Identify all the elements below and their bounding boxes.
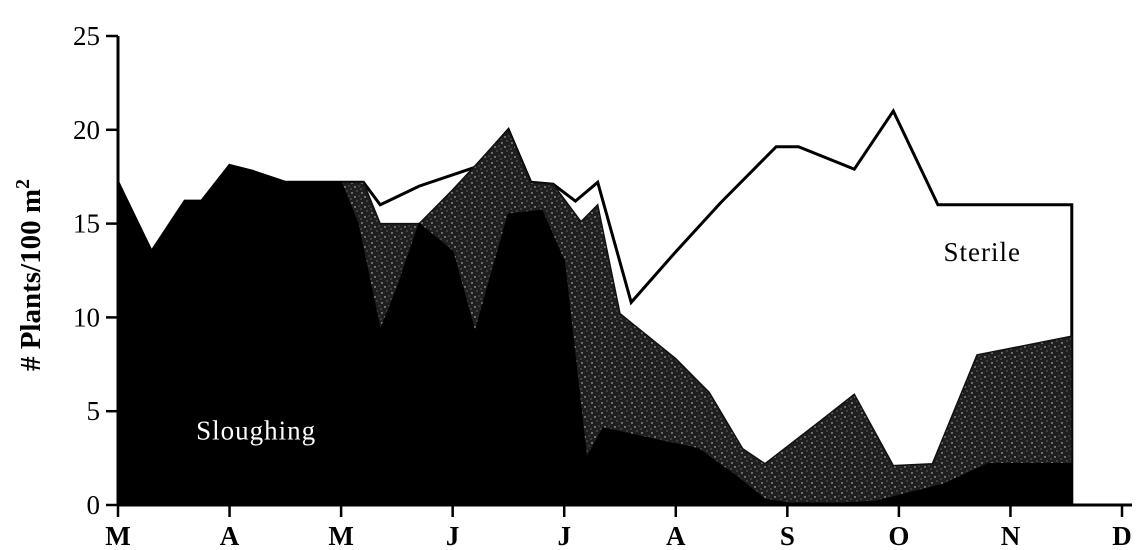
y-tick-label: 20 xyxy=(73,115,100,145)
x-tick-label: S xyxy=(780,521,795,550)
y-axis-label-superscript: 2 xyxy=(12,179,34,189)
y-axis-label-text: # Plants/100 m xyxy=(15,189,47,371)
axes: 0 5 10 15 20 25 M A M J J A S O N D xyxy=(73,21,1132,550)
series-layer xyxy=(116,107,1074,506)
y-ticks: 0 5 10 15 20 25 xyxy=(73,21,118,520)
x-tick-label: O xyxy=(888,521,909,550)
x-tick-label: N xyxy=(1001,521,1021,550)
x-tick-label: J xyxy=(446,521,460,550)
y-tick-label: 5 xyxy=(87,396,101,426)
series-sloughing-area xyxy=(117,164,1073,506)
x-tick-label: A xyxy=(220,521,240,550)
y-axis-label: # Plants/100 m2 xyxy=(12,179,47,371)
y-tick-label: 10 xyxy=(73,302,100,332)
x-tick-label: M xyxy=(105,521,130,550)
annotation-sloughing: Sloughing xyxy=(196,415,316,445)
x-tick-label: D xyxy=(1112,521,1132,550)
annotation-sterile: Sterile xyxy=(944,237,1021,267)
x-tick-label: M xyxy=(328,521,353,550)
x-tick-label: J xyxy=(557,521,571,550)
y-tick-label: 25 xyxy=(73,21,100,51)
y-tick-label: 0 xyxy=(87,490,101,520)
x-tick-label: A xyxy=(666,521,686,550)
annotations: Sloughing Sterile xyxy=(196,237,1021,445)
y-tick-label: 15 xyxy=(73,209,100,239)
